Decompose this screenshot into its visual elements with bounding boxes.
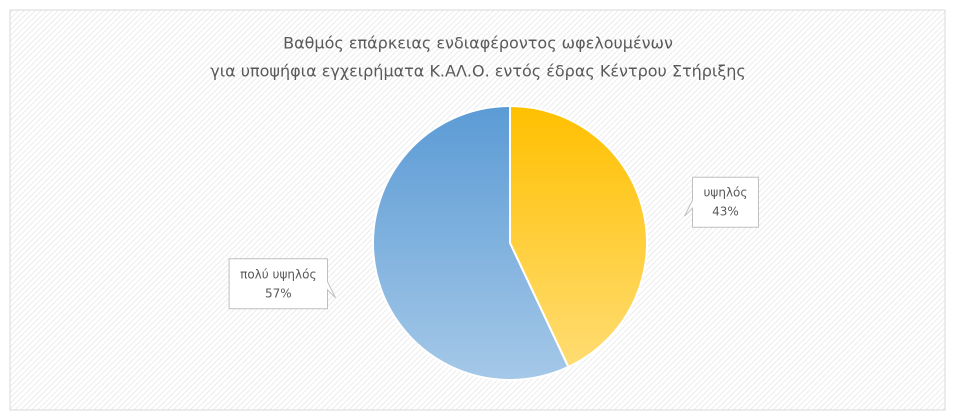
slice-category-label: υψηλός [703,186,747,200]
slice-value-label: 57% [265,286,292,300]
chart-title: για υποψήφια εγχειρήματα Κ.ΑΛ.Ο. εντός έ… [210,62,746,81]
callout-box [684,176,759,228]
chart-title: Βαθμός επάρκειας ενδιαφέροντος ωφελουμέν… [283,34,673,53]
pie-slice [509,104,648,369]
pie-slice [372,104,570,381]
slice-category-label: πολύ υψηλός [240,267,316,281]
slice-value-label: 43% [712,205,739,219]
callout-box [228,258,336,310]
